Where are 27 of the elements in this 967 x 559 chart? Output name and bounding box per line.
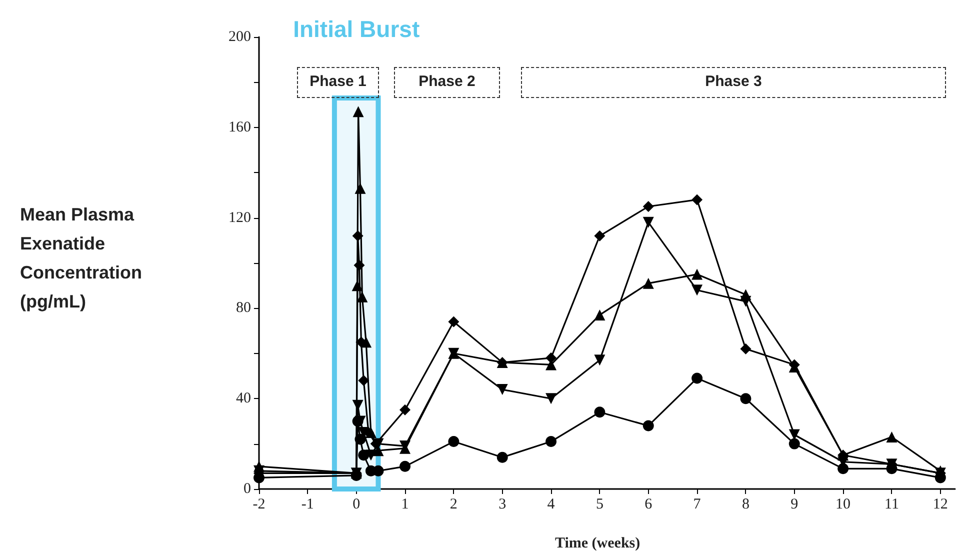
x-tick-label: 11 bbox=[884, 496, 899, 512]
y-tick-label: 40 bbox=[236, 390, 251, 407]
y-tick-label: 120 bbox=[228, 210, 251, 226]
y-tick-label: 80 bbox=[236, 300, 251, 316]
x-tick-label: 7 bbox=[693, 496, 702, 512]
x-tick-label: 12 bbox=[932, 496, 948, 512]
x-tick-label: -1 bbox=[301, 496, 314, 512]
y-tick-label: 0 bbox=[244, 481, 251, 497]
x-tick-label: 10 bbox=[836, 496, 851, 512]
annotation: Phase 2 bbox=[394, 67, 500, 98]
x-tick-label: 2 bbox=[450, 496, 458, 512]
x-tick-label: 1 bbox=[401, 496, 409, 512]
band-label: Initial Burst bbox=[293, 16, 420, 42]
x-tick-label: 5 bbox=[596, 496, 604, 512]
x-tick-label: 6 bbox=[644, 496, 653, 512]
x-tick-label: 8 bbox=[742, 496, 750, 512]
annotation: Phase 3 bbox=[521, 67, 946, 98]
y-tick-label: 200 bbox=[228, 29, 251, 45]
x-tick-label: -2 bbox=[252, 496, 266, 512]
x-tick-label: 9 bbox=[790, 496, 798, 512]
annotation: Phase 1 bbox=[297, 67, 379, 98]
y-tick-label: 160 bbox=[228, 119, 251, 136]
y-axis-title: Mean Plasma Exenatide Concentration (pg/mL) bbox=[20, 204, 148, 312]
x-tick-label: 3 bbox=[498, 496, 506, 512]
x-tick-label: 4 bbox=[547, 496, 556, 512]
x-tick-label: 0 bbox=[352, 496, 360, 512]
x-axis-title: Time (weeks) bbox=[555, 536, 640, 552]
